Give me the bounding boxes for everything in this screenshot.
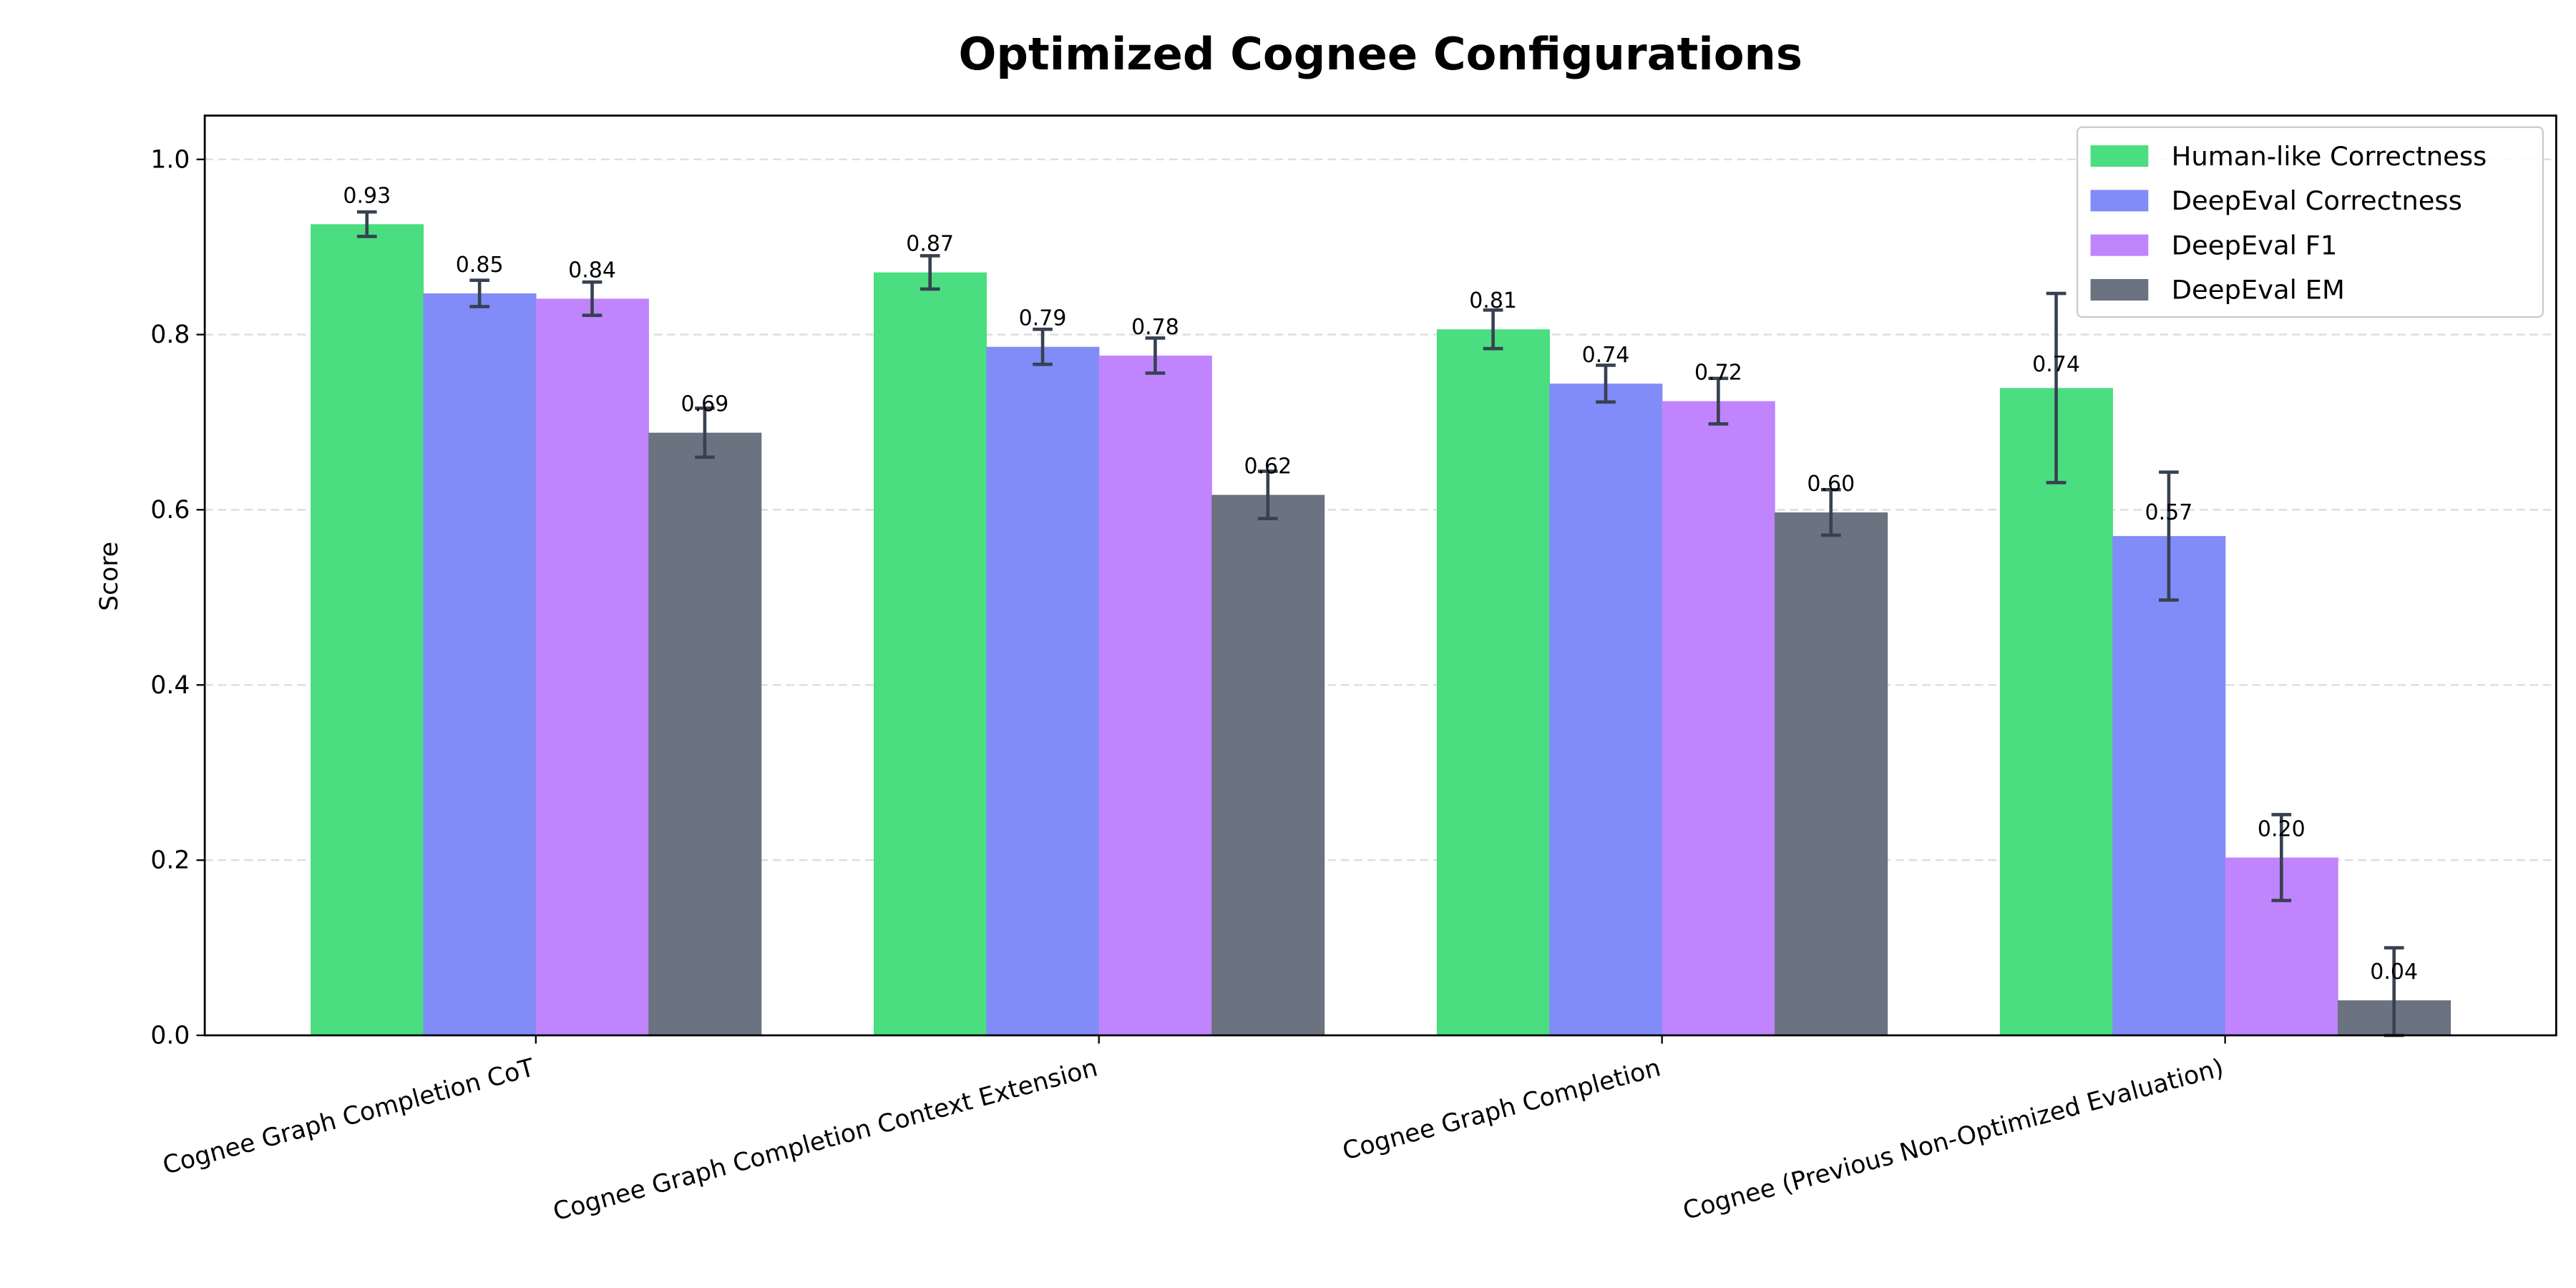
data-label: 0.72 [1694, 361, 1742, 386]
data-label: 0.84 [568, 258, 616, 283]
legend-label: Human-like Correctness [2172, 141, 2487, 172]
bar [311, 224, 424, 1035]
bar [423, 293, 537, 1035]
y-axis-label: Score [95, 542, 124, 611]
y-tick-label: 1.0 [150, 145, 190, 174]
bar [1999, 388, 2113, 1035]
legend-label: DeepEval F1 [2172, 230, 2338, 260]
x-tick-label: Cognee (Previous Non-Optimized Evaluatio… [1680, 1053, 2227, 1226]
data-label: 0.69 [681, 392, 729, 417]
bar [1775, 512, 1888, 1035]
data-label: 0.87 [906, 232, 954, 257]
legend-swatch [2090, 145, 2149, 167]
bar [986, 346, 1100, 1035]
chart-title: Optimized Cognee Configurations [958, 28, 1802, 80]
data-label: 0.74 [2032, 352, 2080, 377]
data-label: 0.93 [343, 183, 391, 208]
y-tick-label: 0.8 [150, 321, 190, 349]
plot-frame [203, 114, 2557, 1037]
legend: Human-like Correctness DeepEval Correctne… [2076, 126, 2544, 318]
y-tick-label: 0.6 [150, 496, 190, 525]
legend-swatch [2090, 279, 2149, 301]
y-tick-label: 0.2 [150, 847, 190, 875]
legend-label: DeepEval EM [2172, 275, 2345, 306]
bar [2112, 536, 2226, 1035]
bar [1662, 401, 1775, 1035]
legend-label: DeepEval Correctness [2172, 185, 2462, 216]
data-label: 0.20 [2258, 816, 2306, 841]
legend-box [2076, 126, 2544, 318]
x-tick-label: Cognee Graph Completion [1340, 1053, 1664, 1166]
data-label: 0.85 [456, 253, 504, 278]
data-label: 0.74 [1582, 343, 1630, 368]
x-tick-label: Cognee Graph Completion Context Extensio… [550, 1053, 1101, 1226]
bar [535, 298, 649, 1035]
bar [648, 432, 762, 1035]
data-label: 0.79 [1019, 306, 1067, 331]
data-label: 0.57 [2145, 500, 2193, 525]
y-tick-label: 0.4 [150, 671, 190, 700]
legend-swatch [2090, 234, 2149, 256]
bar [1211, 494, 1325, 1035]
bar [1436, 329, 1550, 1035]
legend-swatch [2090, 190, 2149, 212]
bar [1098, 355, 1212, 1035]
data-label: 0.62 [1244, 454, 1292, 479]
data-label: 0.60 [1807, 472, 1855, 497]
bar [1549, 384, 1663, 1035]
y-tick-label: 0.0 [150, 1021, 190, 1050]
data-label: 0.78 [1131, 315, 1179, 340]
data-label: 0.04 [2370, 960, 2418, 985]
data-label: 0.81 [1469, 288, 1517, 313]
x-tick-label: Cognee Graph Completion CoT [160, 1053, 538, 1181]
bar [874, 272, 987, 1035]
